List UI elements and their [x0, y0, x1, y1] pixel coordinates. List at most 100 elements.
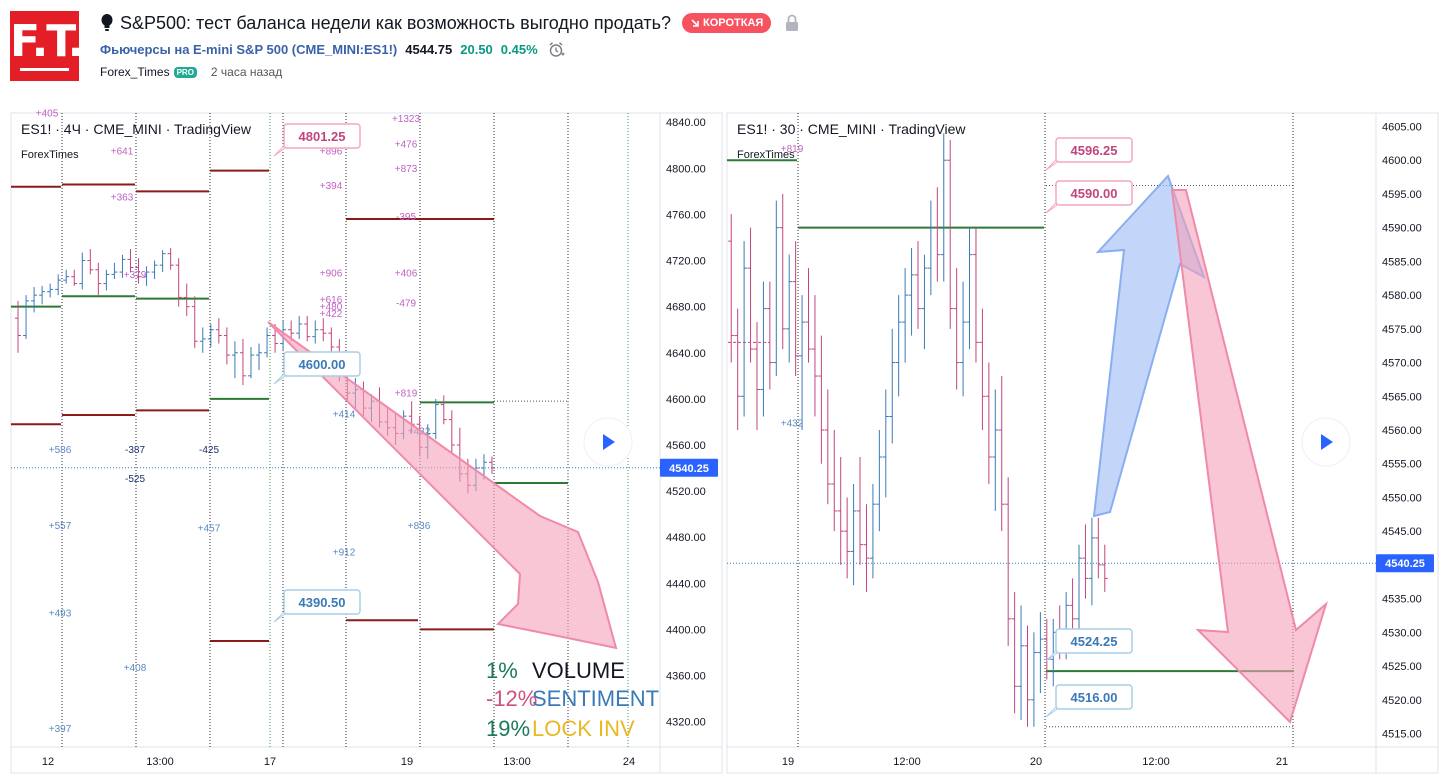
candle [857, 456, 864, 565]
price-tick-label: 4720.00 [666, 256, 706, 268]
candle [304, 315, 311, 342]
callout-4801: 4801.25 [273, 123, 361, 157]
chart-panel-4h[interactable]: 4840.00 4800.00 4760.00 4720.00 4680.00 4640.… [10, 108, 723, 774]
callout-label: 4590.00 [1071, 186, 1118, 201]
candle [63, 269, 70, 284]
time-tick-label: 13:00 [503, 756, 531, 768]
price-tick-label: 4560.00 [666, 440, 706, 452]
time-tick-label: 13:00 [146, 756, 174, 768]
callout-box [1055, 137, 1133, 163]
forex-times-logo[interactable]: F.T. [10, 11, 84, 81]
current-price-label: 4540.25 [669, 463, 709, 475]
volume-profile-label: +379 [124, 270, 147, 281]
short-badge[interactable]: КОРОТКАЯ [682, 13, 772, 33]
candle [1018, 605, 1025, 721]
callout-4596: 4596.25 [1045, 137, 1133, 171]
idea-title-row: S&P500: тест баланса недели как возможно… [100, 11, 799, 35]
callout-box [283, 589, 361, 615]
price-tick-label: 4760.00 [666, 209, 706, 221]
candle [837, 456, 844, 565]
candle [55, 274, 62, 296]
candle [1011, 591, 1018, 714]
candle [741, 241, 748, 417]
candle [753, 322, 760, 430]
candle [934, 187, 941, 282]
candle [223, 327, 230, 365]
time-tick-label: 20 [1030, 756, 1042, 768]
candle [863, 504, 870, 592]
candle [135, 258, 142, 284]
price-tick-label: 4680.00 [666, 302, 706, 314]
forecast-arrow-down[interactable] [1170, 189, 1328, 724]
volume-profile-label: +476 [395, 140, 418, 151]
overlay-label: VOLUME [532, 658, 625, 683]
chart-panel-30m[interactable]: 4605.00 4600.00 4595.00 4590.00 4585.00 4580.… [726, 112, 1439, 774]
price-tick-label: 4515.00 [1382, 729, 1422, 741]
candle [908, 247, 915, 336]
alarm-icon[interactable] [548, 41, 565, 58]
symbol-link[interactable]: Фьючерсы на E-mini S&P 500 (CME_MINI:ES1… [100, 41, 398, 57]
candle [328, 327, 335, 353]
candle [159, 250, 166, 273]
author-name[interactable]: Forex_Times [100, 65, 170, 79]
candle [818, 335, 825, 464]
volume-profile-label: +896 [320, 146, 343, 157]
candle [1101, 544, 1108, 592]
volume-profile-label: +432 [781, 419, 804, 430]
symbol-change: 20.50 [460, 41, 493, 57]
callout-4524: 4524.25 [1045, 628, 1133, 662]
candle [876, 430, 883, 532]
candle [167, 247, 174, 270]
overlay-label: SENTIMENT [532, 686, 659, 711]
replay-play-button[interactable] [583, 417, 633, 467]
price-tick-label: 4595.00 [1382, 189, 1422, 201]
price-tick-label: 4535.00 [1382, 594, 1422, 606]
candle [1024, 625, 1031, 727]
price-tick-label: 4640.00 [666, 348, 706, 360]
candle [31, 287, 38, 313]
candle [786, 254, 793, 363]
logo-text: F.T. [10, 16, 84, 67]
volume-profile-label: +405 [36, 108, 59, 119]
candle [927, 200, 934, 296]
candle [895, 295, 902, 397]
candle [953, 268, 960, 390]
callout-box [1055, 684, 1133, 710]
candle [844, 497, 851, 579]
candle [766, 281, 773, 390]
candle [921, 254, 928, 350]
candle [95, 262, 102, 296]
candle [119, 254, 126, 278]
candle [320, 318, 327, 342]
price-tick-label: 4600.00 [666, 394, 706, 406]
volume-profile-label: +836 [408, 521, 431, 532]
current-price-tag [1376, 554, 1434, 573]
candle [985, 362, 992, 484]
price-tick-label: 4580.00 [1382, 290, 1422, 302]
replay-play-button[interactable] [1301, 417, 1351, 467]
callout-4516: 4516.00 [1045, 684, 1133, 718]
volume-profile-label: +480 [320, 302, 343, 313]
candle [191, 296, 198, 349]
price-tick-label: 4585.00 [1382, 256, 1422, 268]
candle [1030, 632, 1037, 727]
overlay-value: 1% [486, 658, 518, 683]
time-tick-label: 12:00 [1142, 756, 1170, 768]
callout-4390: 4390.50 [273, 589, 361, 623]
callout-box [1055, 628, 1133, 654]
candle [728, 214, 735, 363]
candle [747, 227, 754, 363]
chart-subtitle: ForexTimes [21, 149, 79, 161]
callout-label: 4596.25 [1071, 143, 1118, 158]
callout-box [1055, 180, 1133, 206]
play-icon [603, 434, 615, 450]
candle [296, 315, 303, 339]
callout-label: 4801.25 [299, 129, 346, 144]
author-row: Forex_Times PRO 2 часа назад [100, 64, 282, 80]
price-tick-label: 4360.00 [666, 671, 706, 683]
forecast-arrow-down[interactable] [267, 321, 618, 650]
price-tick-label: 4545.00 [1382, 526, 1422, 538]
time-tick-label: 24 [623, 756, 635, 768]
short-badge-label: КОРОТКАЯ [703, 17, 764, 29]
